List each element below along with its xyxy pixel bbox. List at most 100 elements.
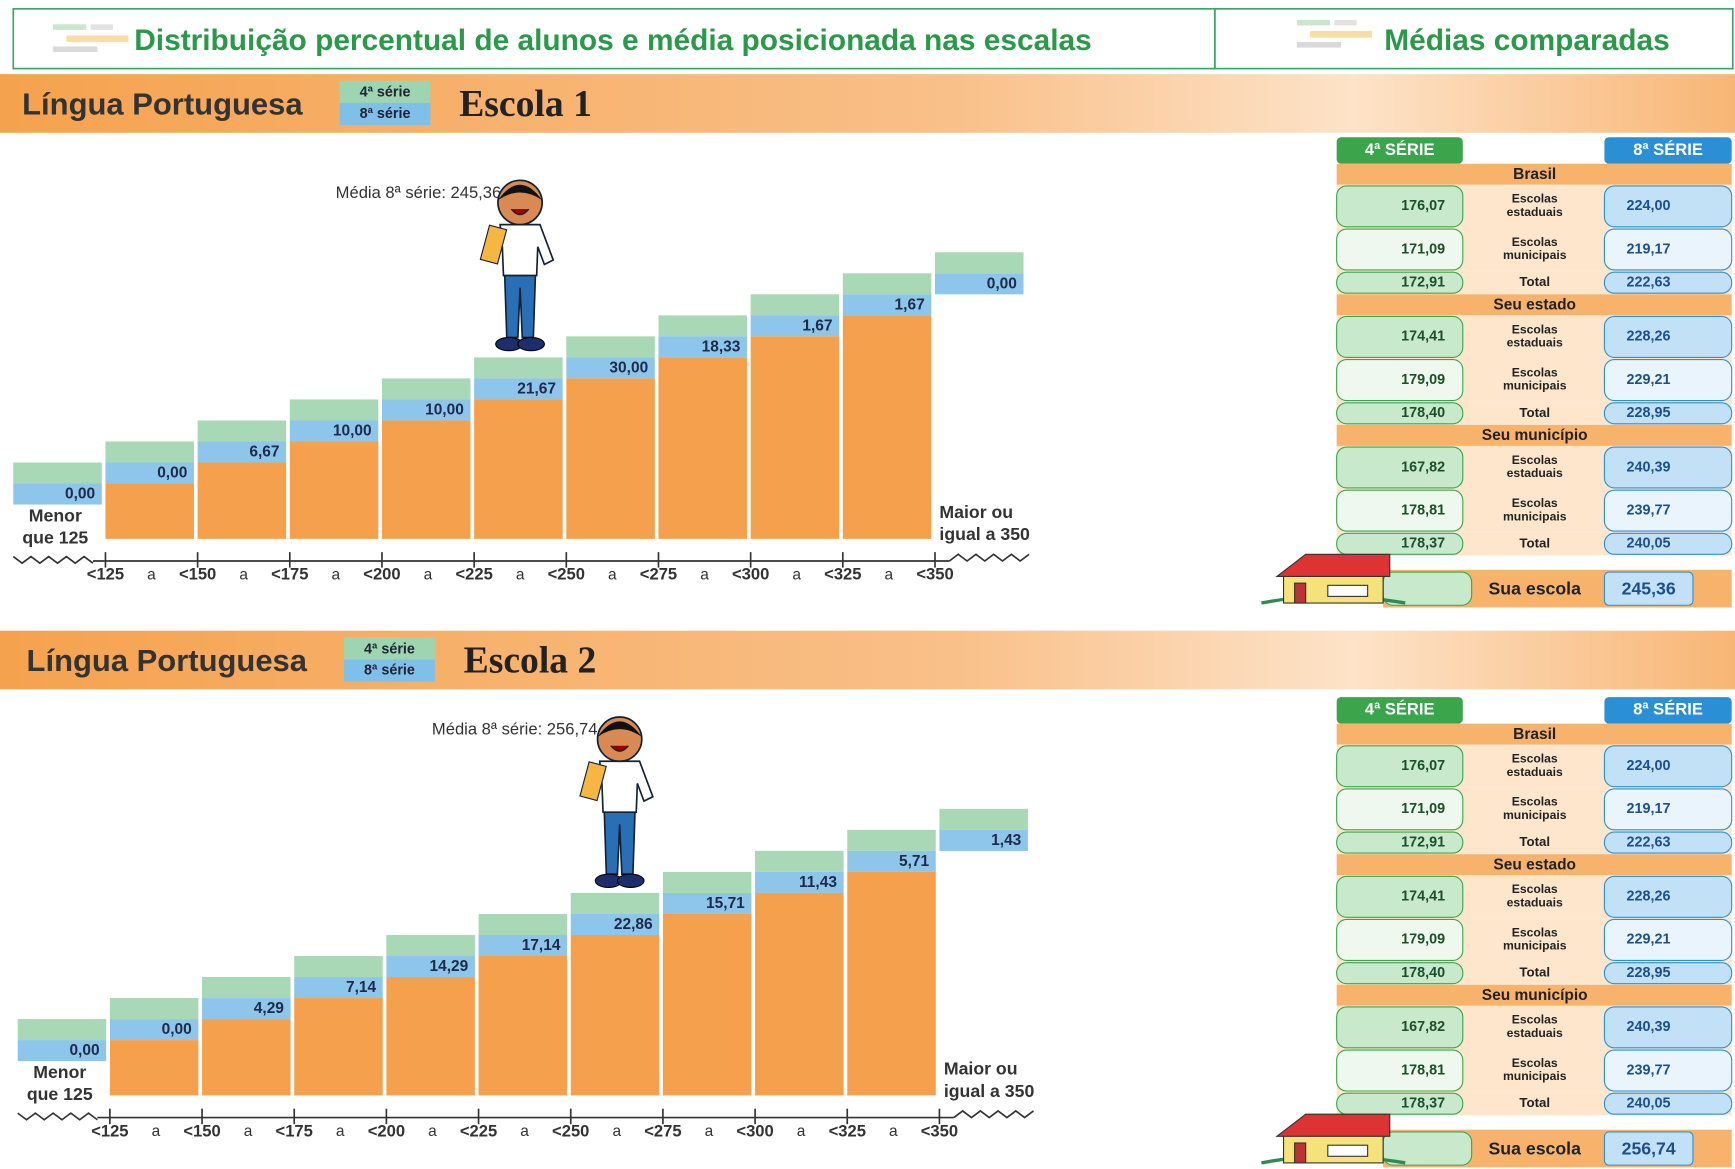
table-right-value: 222,63 bbox=[1627, 275, 1671, 291]
step-value: 0,00 bbox=[65, 486, 95, 503]
student-figure bbox=[580, 717, 653, 887]
step-green bbox=[386, 935, 475, 956]
table-left-value: 178,81 bbox=[1401, 1062, 1445, 1078]
step-green bbox=[571, 893, 660, 914]
axis-separator: a bbox=[797, 1123, 806, 1140]
step-body bbox=[843, 315, 932, 539]
table-left-value: 179,09 bbox=[1401, 372, 1445, 388]
step-green bbox=[13, 463, 102, 484]
step-green bbox=[566, 336, 655, 357]
table-right-value: 228,26 bbox=[1627, 889, 1671, 905]
table-left-value: 171,09 bbox=[1401, 801, 1445, 817]
table-col-header-text: 8ª SÉRIE bbox=[1633, 700, 1703, 719]
axis-zigzag bbox=[18, 1113, 98, 1120]
grade-badge: 4ª série bbox=[364, 641, 415, 657]
step-body bbox=[290, 441, 379, 538]
subject-title: Língua Portuguesa bbox=[22, 86, 303, 121]
axis-tick-label: <250 bbox=[552, 1121, 589, 1140]
axis-tick-label: <150 bbox=[179, 565, 216, 584]
step-value: 1,67 bbox=[802, 318, 832, 335]
step-green bbox=[198, 420, 287, 441]
step-green bbox=[658, 315, 747, 336]
table-group-name: Seu estado bbox=[1493, 856, 1576, 873]
school-row-label: Sua escola bbox=[1489, 1138, 1582, 1158]
table-right-value: 224,00 bbox=[1627, 758, 1671, 774]
step-body bbox=[382, 420, 471, 538]
step-body bbox=[105, 484, 194, 539]
table-left-value: 174,41 bbox=[1401, 329, 1445, 345]
axis-tick-label: <200 bbox=[368, 1121, 405, 1140]
figure-legs bbox=[604, 808, 635, 874]
step-body bbox=[571, 935, 660, 1095]
left-label: Menor bbox=[33, 1062, 86, 1082]
table-right-value: 240,05 bbox=[1627, 1096, 1671, 1112]
right-label: igual a 350 bbox=[939, 524, 1030, 544]
house-door bbox=[1295, 1143, 1306, 1163]
axis-zigzag bbox=[13, 557, 93, 564]
table-right-value: 228,26 bbox=[1627, 329, 1671, 345]
table-left-value: 178,37 bbox=[1401, 536, 1445, 552]
step-value: 0,00 bbox=[69, 1042, 99, 1059]
house-roof bbox=[1277, 554, 1390, 576]
right-label: Maior ou bbox=[939, 502, 1013, 522]
table-row-label: Escolasmunicipais bbox=[1503, 366, 1567, 393]
step-value: 0,00 bbox=[157, 465, 187, 482]
table-left-value: 178,37 bbox=[1401, 1096, 1445, 1112]
axis-separator: a bbox=[239, 566, 248, 583]
axis-separator: a bbox=[147, 566, 156, 583]
step-green bbox=[18, 1019, 107, 1040]
grade-badge: 8ª série bbox=[364, 662, 415, 678]
axis-tick-label: <275 bbox=[640, 565, 677, 584]
table-row-label: Total bbox=[1519, 965, 1550, 980]
step-value: 18,33 bbox=[702, 339, 741, 356]
table-row-label: Total bbox=[1519, 834, 1550, 849]
step-value: 6,67 bbox=[249, 444, 279, 461]
table-right-value: 219,17 bbox=[1627, 801, 1671, 817]
left-label: que 125 bbox=[27, 1084, 93, 1104]
mean-label: Média 8ª série: 245,36 bbox=[336, 183, 502, 202]
table-left-value: 167,82 bbox=[1401, 459, 1445, 475]
table-right-value: 240,05 bbox=[1627, 536, 1671, 552]
step-body bbox=[755, 893, 844, 1095]
table-left-value: 174,41 bbox=[1401, 889, 1445, 905]
step-body bbox=[202, 1019, 291, 1095]
axis-separator: a bbox=[428, 1123, 437, 1140]
axis-tick-label: <200 bbox=[363, 565, 400, 584]
house-window bbox=[1328, 585, 1368, 596]
step-value: 22,86 bbox=[614, 916, 653, 933]
table-left-value: 171,09 bbox=[1401, 241, 1445, 257]
axis-tick-label: <350 bbox=[916, 565, 953, 584]
table-col-header-text: 8ª SÉRIE bbox=[1633, 140, 1703, 159]
axis-separator: a bbox=[516, 566, 525, 583]
axis-separator: a bbox=[244, 1123, 253, 1140]
table-col-header-text: 4ª SÉRIE bbox=[1365, 140, 1435, 159]
step-green bbox=[105, 441, 194, 462]
table-right-value: 228,95 bbox=[1627, 405, 1671, 421]
axis-tick-label: <350 bbox=[921, 1121, 958, 1140]
table-left-value: 167,82 bbox=[1401, 1019, 1445, 1035]
axis-separator: a bbox=[152, 1123, 161, 1140]
axis-separator: a bbox=[424, 566, 433, 583]
table-right-value: 222,63 bbox=[1627, 834, 1671, 850]
table-left-value: 172,91 bbox=[1401, 834, 1445, 850]
axis-separator: a bbox=[705, 1123, 714, 1140]
table-right-value: 229,21 bbox=[1627, 932, 1671, 948]
school-house bbox=[1261, 1114, 1405, 1163]
step-green bbox=[939, 809, 1028, 830]
step-value: 5,71 bbox=[899, 853, 930, 870]
table-right-value: 229,21 bbox=[1627, 372, 1671, 388]
step-value: 15,71 bbox=[706, 895, 745, 912]
step-value: 10,00 bbox=[425, 402, 464, 419]
school-name: Escola 2 bbox=[464, 640, 597, 682]
table-row-label: Total bbox=[1519, 1095, 1550, 1110]
step-body bbox=[479, 956, 568, 1095]
table-group-name: Seu estado bbox=[1493, 296, 1576, 313]
grade-badge: 4ª série bbox=[360, 85, 411, 101]
grade-badge: 8ª série bbox=[360, 106, 411, 122]
table-row-label: Total bbox=[1519, 405, 1550, 420]
step-green bbox=[751, 294, 840, 315]
axis-separator: a bbox=[608, 566, 617, 583]
